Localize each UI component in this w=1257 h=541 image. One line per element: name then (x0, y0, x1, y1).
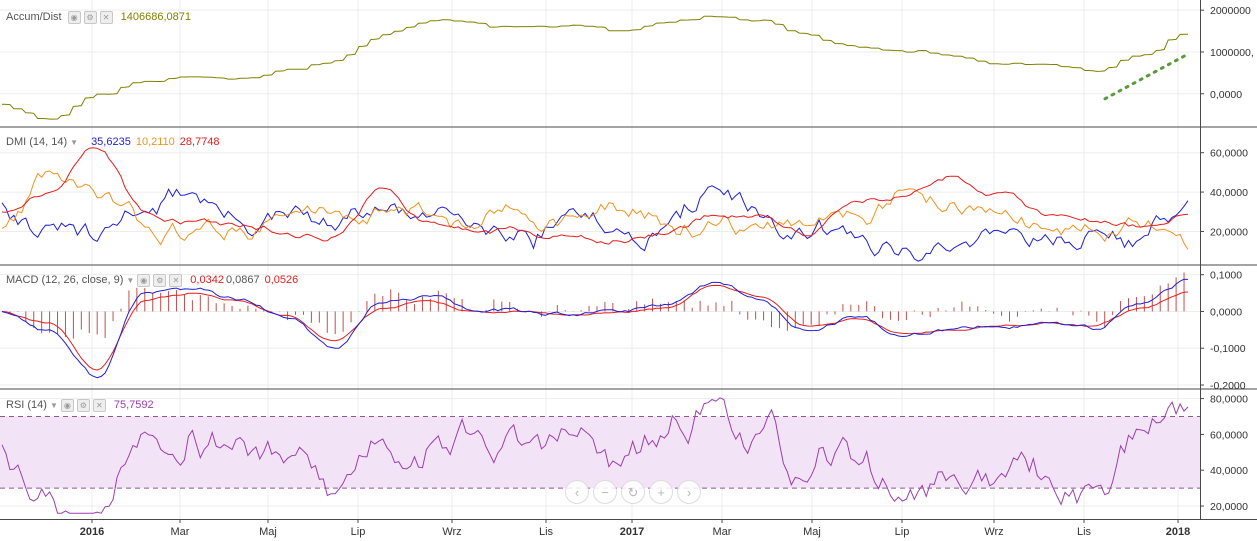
rsi-title: RSI (14) (6, 399, 47, 411)
close-icon[interactable]: ✕ (92, 398, 106, 412)
price-tick-label: 60,0000 (1210, 148, 1248, 160)
minus-di-line (1, 170, 1189, 250)
dmi-plus-value: 35,6235 (91, 136, 131, 148)
price-tick-label: 40,0000 (1210, 187, 1248, 199)
accum-title: Accum/Dist (6, 11, 62, 23)
price-tick-label: 80,0000 (1210, 394, 1248, 406)
time-tick-label: Lip (895, 526, 910, 538)
reset-zoom-button[interactable]: ↻ (621, 480, 645, 504)
macd-hist-value: 0,0342 (190, 274, 224, 286)
dmi-adx-value: 28,7748 (179, 136, 220, 148)
plus-di-line (1, 185, 1189, 262)
macd-signal-line (1, 284, 1189, 371)
price-tick-label: 0,0000 (1210, 89, 1242, 101)
macd-title: MACD (12, 26, close, 9) (6, 274, 124, 286)
data-layer (0, 15, 1200, 514)
trend-line (1103, 52, 1190, 101)
eye-icon[interactable]: ◉ (67, 10, 81, 24)
macd-line (1, 278, 1189, 379)
macd-pane-header: MACD (12, 26, close, 9) ▼ ◉ ⚙ ✕ 0,0342 0… (6, 272, 298, 288)
time-tick-label: Maj (803, 526, 821, 538)
close-icon[interactable]: ✕ (169, 273, 183, 287)
scroll-left-button[interactable]: ‹ (565, 480, 589, 504)
time-tick-label: Wrz (984, 526, 1003, 538)
time-tick-label: 2018 (1166, 526, 1190, 538)
accum-pane-header: Accum/Dist ◉ ⚙ ✕ 1406686,0871 (6, 9, 191, 25)
zoom-in-button[interactable]: + (649, 480, 673, 504)
macd-signal-value: 0,0526 (264, 274, 299, 286)
zoom-out-button[interactable]: − (593, 480, 617, 504)
price-tick-label: 1000000, (1210, 47, 1254, 59)
gear-icon[interactable]: ⚙ (83, 10, 97, 24)
time-tick-label: Lis (1077, 526, 1092, 538)
time-tick-label: Lip (351, 526, 366, 538)
accum-value: 1406686,0871 (120, 11, 191, 23)
price-tick-label: 0,1000 (1210, 270, 1242, 282)
gear-icon[interactable]: ⚙ (153, 273, 167, 287)
time-tick-label: Wrz (442, 526, 461, 538)
chevron-down-icon[interactable]: ▼ (49, 400, 58, 410)
eye-icon[interactable]: ◉ (137, 273, 151, 287)
time-tick-label: Lis (539, 526, 554, 538)
price-tick-label: 20,0000 (1210, 501, 1248, 513)
price-tick-label: 60,0000 (1210, 429, 1248, 441)
price-tick-label: -0,2000 (1210, 380, 1246, 392)
price-tick-label: 40,0000 (1210, 465, 1248, 477)
rsi-line (1, 397, 1189, 514)
dmi-minus-value: 10,2110 (135, 136, 175, 148)
time-tick-label: 2016 (80, 526, 104, 538)
gear-icon[interactable]: ⚙ (76, 398, 90, 412)
price-tick-label: 2000000 (1210, 5, 1251, 17)
macd-line-value: 0,0867 (225, 274, 260, 286)
chevron-down-icon[interactable]: ▼ (70, 137, 79, 147)
eye-icon[interactable]: ◉ (60, 398, 74, 412)
price-tick-label: -0,1000 (1210, 343, 1246, 355)
dmi-title: DMI (14, 14) (6, 136, 68, 148)
dmi-pane-header: DMI (14, 14) ▼ 35,6235 10,2110 28,7748 (6, 134, 220, 150)
accum-dist-line (1, 15, 1188, 120)
time-tick-label: Mar (713, 526, 732, 538)
chevron-down-icon[interactable]: ▼ (126, 275, 135, 285)
time-tick-label: 2017 (620, 526, 644, 538)
price-tick-label: 20,0000 (1210, 226, 1248, 238)
zoom-controls: ‹ − ↻ + › (565, 480, 701, 504)
time-tick-label: Mar (171, 526, 190, 538)
rsi-value: 75,7592 (113, 399, 154, 411)
rsi-pane-header: RSI (14) ▼ ◉ ⚙ ✕ 75,7592 (6, 397, 154, 413)
scroll-right-button[interactable]: › (677, 480, 701, 504)
time-tick-label: Maj (259, 526, 277, 538)
adx-line (1, 147, 1189, 245)
price-tick-label: 0,0000 (1210, 306, 1242, 318)
close-icon[interactable]: ✕ (99, 10, 113, 24)
